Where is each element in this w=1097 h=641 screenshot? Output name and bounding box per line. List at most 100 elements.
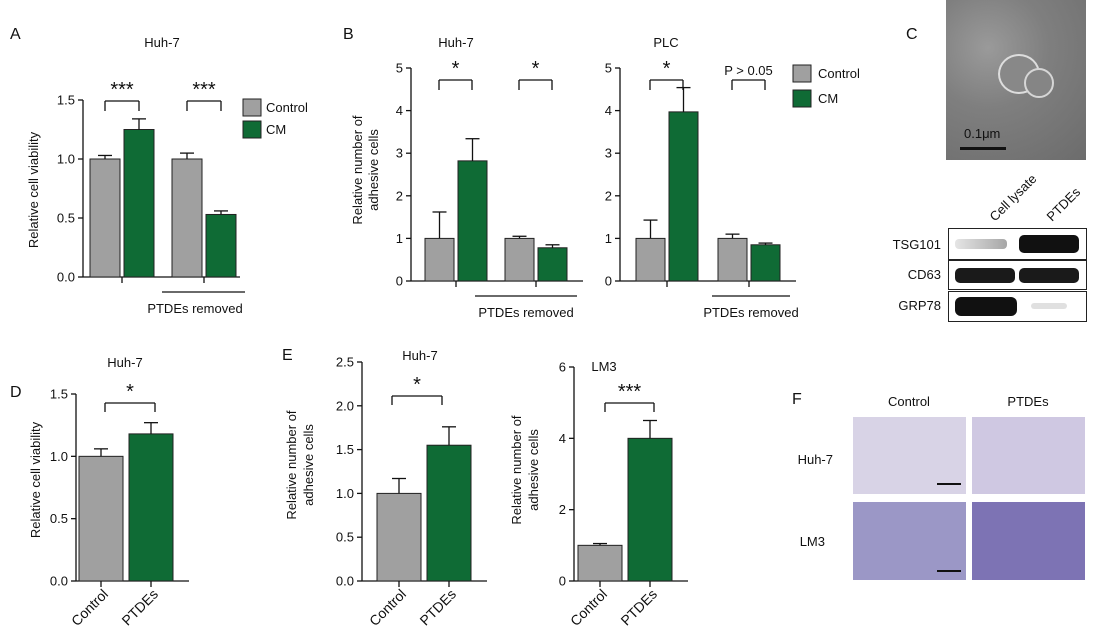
panel-e-left-sig-bracket-label: * — [413, 374, 421, 396]
panel-e-title-right: LM3 — [591, 359, 616, 374]
panel-b-y-tick-label: 4 — [605, 103, 612, 118]
panel-a-y-tick-label: 0.0 — [57, 270, 75, 285]
legend-a-control-label: Control — [266, 100, 308, 115]
panel-b-letter: B — [343, 26, 354, 43]
panel-b-sig-bracket-label: P > 0.05 — [724, 63, 773, 78]
panel-e-right-ylabel-line2: adhesive cells — [526, 429, 541, 511]
panel-f-column-control: Control — [888, 394, 930, 409]
legend-a-cm-swatch — [242, 120, 262, 139]
panel-d-y-tick-label: 0.5 — [50, 511, 68, 526]
blot-label-cd63: CD63 — [908, 267, 941, 282]
panel-b-y-tick-label: 1 — [605, 231, 612, 246]
panel-a-y-tick-label: 1.0 — [57, 152, 75, 167]
panel-d-x-tick-label: PTDEs — [118, 586, 161, 629]
panel-e-right-y-tick-label: 4 — [559, 431, 566, 446]
blot-column-cell-lysate: Cell lysate — [987, 171, 1040, 224]
panel-d-title: Huh-7 — [107, 355, 142, 370]
panel-d-sig-bracket-label: * — [126, 381, 134, 403]
panel-b-y-tick-label: 2 — [605, 188, 612, 203]
panel-d-x-tick-label: Control — [68, 586, 111, 629]
panel-f-row-huh7: Huh-7 — [798, 452, 833, 467]
blot-label-grp78: GRP78 — [898, 298, 941, 313]
panel-b-bar — [504, 237, 535, 282]
panel-d-y-tick-label: 1.0 — [50, 449, 68, 464]
stain-lm3-control — [853, 502, 966, 580]
panel-e-ylabel-line1: Relative number of — [284, 410, 299, 519]
panel-a-bar — [205, 213, 237, 278]
panel-e-left-y-tick-label: 1.5 — [336, 442, 354, 457]
panel-a-y-tick-label: 1.5 — [57, 93, 75, 108]
panel-e-left-y-tick-label: 2.0 — [336, 398, 354, 413]
panel-a-ylabel: Relative cell viability — [26, 131, 41, 248]
panel-b-bar — [424, 237, 455, 282]
panel-c-letter: C — [906, 26, 918, 43]
panel-b-y-tick-label: 3 — [396, 146, 403, 161]
panel-e-right-sig-bracket-label: *** — [618, 381, 642, 403]
stain-huh7-ptdes — [972, 417, 1085, 494]
tem-image: 0.1μm — [946, 0, 1086, 160]
legend-b-control-label: Control — [818, 66, 860, 81]
legend-b-control-swatch — [792, 64, 812, 83]
panel-b-y-tick-label: 5 — [605, 61, 612, 76]
panel-a-sig-bracket-label: *** — [192, 79, 216, 101]
panel-d-bar — [78, 455, 124, 582]
panel-e-left-x-tick-label: PTDEs — [416, 586, 459, 629]
panel-e-left-bar — [376, 492, 422, 582]
panel-b-bar — [750, 244, 781, 282]
panel-f-column-ptdes: PTDEs — [1007, 394, 1049, 409]
stain-huh7-control — [853, 417, 966, 494]
panel-b-y-tick-label: 2 — [396, 188, 403, 203]
panel-b-bar — [635, 237, 666, 282]
panel-d-y-tick-label: 0.0 — [50, 574, 68, 589]
blot-row-grp78 — [948, 291, 1087, 322]
panel-b-bracket-label-left: PTDEs removed — [478, 305, 573, 320]
panel-d-bar — [128, 433, 174, 582]
panel-b-y-tick-label: 5 — [396, 61, 403, 76]
panel-b-sig-bracket-label: * — [532, 58, 540, 80]
blot-row-tsg101 — [948, 228, 1087, 260]
panel-a-sig-bracket-label: *** — [110, 79, 134, 101]
panel-e-right-ylabel-line1: Relative number of — [509, 415, 524, 524]
panel-a-bracket-label: PTDEs removed — [147, 301, 242, 316]
panel-e-ylabel-line2: adhesive cells — [301, 424, 316, 506]
blot-row-cd63 — [948, 260, 1087, 290]
panel-e-title-left: Huh-7 — [402, 348, 437, 363]
panel-e-letter: E — [282, 347, 293, 364]
panel-b-sig-bracket-label: * — [452, 58, 460, 80]
panel-e-left-y-tick-label: 0.0 — [336, 574, 354, 589]
panel-b-bar — [668, 111, 699, 282]
legend-b-cm-swatch — [792, 89, 812, 108]
blot-column-ptdes: PTDEs — [1044, 184, 1084, 224]
vesicle-2 — [1024, 68, 1054, 98]
panel-a-bar — [171, 158, 203, 278]
panel-b-title-right: PLC — [653, 35, 678, 50]
scale-bar-label: 0.1μm — [964, 126, 1001, 141]
blot-label-tsg101: TSG101 — [893, 237, 941, 252]
panel-b-bracket-label-right: PTDEs removed — [703, 305, 798, 320]
panel-a-title: Huh-7 — [144, 35, 179, 50]
panel-a-y-tick-label: 0.5 — [57, 211, 75, 226]
panel-a-letter: A — [10, 26, 21, 43]
panel-b-y-tick-label: 0 — [605, 274, 612, 289]
panel-d-letter: D — [10, 384, 22, 401]
panel-e-right-bar — [577, 544, 623, 582]
panel-e-right-y-tick-label: 0 — [559, 574, 566, 589]
panel-b-y-tick-label: 3 — [605, 146, 612, 161]
panel-e-left-bar — [426, 444, 472, 582]
panel-e-right-bar — [627, 437, 673, 582]
legend-b-cm-label: CM — [818, 91, 838, 106]
panel-b-bar — [457, 160, 488, 282]
panel-f-letter: F — [792, 391, 802, 408]
panel-e-right-x-tick-label: PTDEs — [617, 586, 660, 629]
stain-lm3-ptdes — [972, 502, 1085, 580]
panel-b-bar — [537, 247, 568, 282]
panel-b-y-tick-label: 4 — [396, 103, 403, 118]
panel-e-left-y-tick-label: 1.0 — [336, 486, 354, 501]
panel-e-left-y-tick-label: 2.5 — [336, 355, 354, 370]
panel-b-title-left: Huh-7 — [438, 35, 473, 50]
panel-b-ylabel-line2: adhesive cells — [366, 129, 381, 211]
scale-bar — [960, 147, 1006, 150]
panel-e-right-y-tick-label: 2 — [559, 502, 566, 517]
legend-a-control-swatch — [242, 98, 262, 117]
